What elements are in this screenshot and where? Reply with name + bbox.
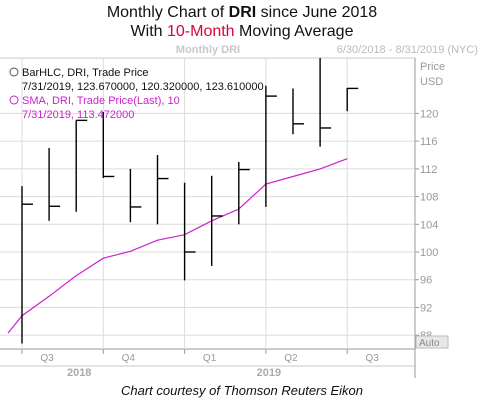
quarter-label: Q3 (366, 353, 380, 364)
ohlc-bar (265, 85, 277, 207)
chart-name-label: Monthly DRI (176, 44, 240, 56)
legend-sma: SMA, DRI, Trade Price(Last), 10 7/31/201… (9, 95, 180, 121)
quarter-label: Q3 (40, 353, 54, 364)
sma-line (7, 158, 348, 334)
price-axis-currency: USD (420, 76, 443, 88)
auto-scale-label: Auto (419, 338, 440, 349)
legend-sma-title: SMA, DRI, Trade Price(Last), 10 (22, 95, 180, 107)
quarter-label: Q1 (203, 353, 217, 364)
y-tick-label: 108 (420, 192, 438, 204)
legend-ohlc-title: BarHLC, DRI, Trade Price (22, 67, 149, 79)
subtitle-suffix: Moving Average (234, 23, 354, 40)
y-tick-label: 120 (420, 108, 438, 120)
ohlc-bar (319, 58, 332, 147)
ohlc-bar (156, 155, 169, 225)
legend-sma-collapse-icon[interactable] (9, 95, 19, 105)
chart-title-line1: Monthly Chart of DRI since June 2018 (0, 4, 484, 22)
y-tick-label: 104 (420, 219, 438, 231)
year-label: 2019 (257, 367, 281, 379)
ohlc-bar (238, 161, 250, 225)
subtitle-prefix: With (130, 23, 167, 40)
title-suffix: since June 2018 (256, 4, 378, 21)
y-tick-label: 116 (420, 136, 438, 148)
ohlc-bar (102, 112, 115, 178)
auto-scale-button[interactable]: Auto (415, 335, 449, 349)
y-tick-label: 100 (420, 247, 438, 259)
ohlc-bar (21, 186, 33, 344)
price-axis-title: Price (420, 61, 445, 73)
ohlc-bar (292, 88, 304, 135)
title-ticker: DRI (228, 4, 257, 21)
ohlc-bar (129, 168, 142, 223)
legend-sma-values: 7/31/2019, 113.472000 (22, 109, 134, 121)
y-tick-label: 96 (420, 275, 432, 287)
y-tick-label: 112 (420, 164, 438, 176)
chart-credit: Chart courtesy of Thomson Reuters Eikon (120, 383, 364, 398)
ohlc-bar (75, 119, 88, 212)
ohlc-bar (346, 87, 359, 112)
year-label: 2018 (67, 367, 91, 379)
date-range-label: 6/30/2018 - 8/31/2019 (NYC) (337, 44, 478, 56)
title-prefix: Monthly Chart of (106, 4, 229, 21)
ohlc-bar (48, 148, 61, 221)
ohlc-bar (210, 175, 223, 266)
legend-collapse-icon[interactable] (9, 67, 19, 77)
legend-ohlc-values: 7/31/2019, 123.670000, 120.320000, 123.6… (22, 81, 264, 93)
subtitle-highlight: 10-Month (166, 23, 235, 40)
ohlc-bar (183, 182, 196, 281)
y-tick-label: 92 (420, 302, 432, 314)
quarter-label: Q2 (284, 353, 298, 364)
legend-ohlc: BarHLC, DRI, Trade Price 7/31/2019, 123.… (9, 67, 264, 93)
quarter-label: Q4 (122, 353, 136, 364)
chart-title-line2: With 10-Month Moving Average (0, 23, 484, 41)
